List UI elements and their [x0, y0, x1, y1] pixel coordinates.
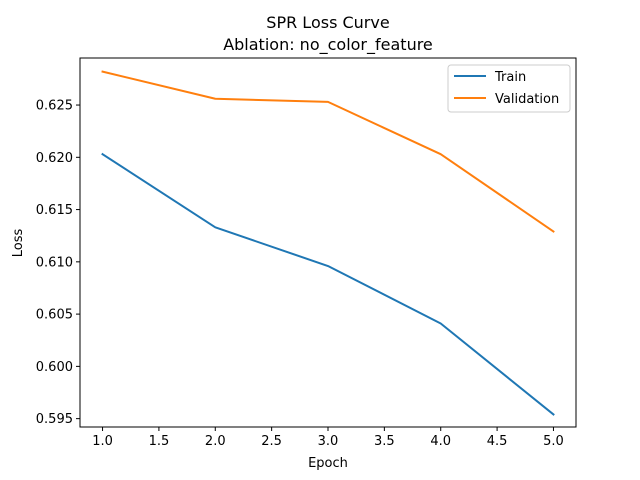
- x-tick-label: 2.5: [261, 434, 282, 449]
- legend-label-validation: Validation: [495, 92, 559, 107]
- chart-subtitle: Ablation: no_color_feature: [223, 35, 433, 55]
- y-tick-label: 0.595: [36, 412, 73, 427]
- series-line-train: [101, 152, 555, 416]
- y-axis-label: Loss: [11, 229, 26, 258]
- x-tick-label: 3.0: [318, 434, 339, 449]
- x-tick-label: 4.5: [487, 434, 508, 449]
- x-tick-label: 1.5: [149, 434, 170, 449]
- legend-label-train: Train: [494, 70, 526, 85]
- y-tick-label: 0.625: [36, 99, 73, 114]
- y-tick-label: 0.605: [36, 308, 73, 323]
- x-tick-label: 2.0: [205, 434, 226, 449]
- x-tick-label: 1.0: [92, 434, 113, 449]
- y-tick-label: 0.600: [36, 360, 73, 375]
- y-tick-label: 0.620: [36, 151, 73, 166]
- y-axis-ticks: 0.595 0.600 0.605 0.610 0.615 0.620 0.625: [36, 99, 80, 427]
- y-tick-label: 0.615: [36, 203, 73, 218]
- x-tick-label: 5.0: [543, 434, 564, 449]
- legend: Train Validation: [447, 64, 571, 113]
- x-axis-ticks: 1.0 1.5 2.0 2.5 3.0 3.5 4.0 4.5 5.0: [92, 427, 564, 449]
- chart-title: SPR Loss Curve: [266, 13, 389, 32]
- series-layer: [101, 70, 555, 416]
- series-line-validation: [101, 70, 555, 233]
- x-tick-label: 4.0: [430, 434, 451, 449]
- x-tick-label: 3.5: [374, 434, 395, 449]
- x-axis-label: Epoch: [308, 456, 348, 471]
- y-tick-label: 0.610: [36, 255, 73, 270]
